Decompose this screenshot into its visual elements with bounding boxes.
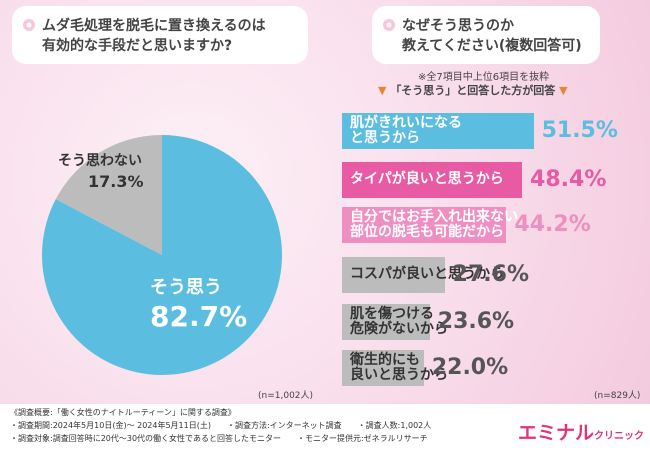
- down-triangle-icon: ▼: [378, 84, 387, 97]
- bar-value-1: 48.4%: [530, 167, 607, 192]
- bar-5: [342, 350, 424, 386]
- flower-icon: [23, 19, 35, 31]
- bar-3: [342, 257, 445, 293]
- pie-slice-yes: [42, 135, 283, 376]
- bar-value-0: 51.5%: [541, 118, 618, 143]
- question-bubble-left: ムダ毛処理を脱毛に置き換えるのは 有効的な手段だと思いますか?: [12, 6, 308, 64]
- pie-pct-no: 17.3%: [88, 172, 144, 191]
- respondent-note: ▼ 「そう思う」と回答した方が回答 ▼: [378, 84, 568, 97]
- bar-label-1: タイパが良いと思うから: [350, 171, 504, 187]
- flower-icon: [383, 19, 395, 31]
- pie-slice-no: [55, 135, 162, 255]
- clinic-logo: エミナルクリニック: [518, 422, 645, 444]
- pie-label-no: そう思わない: [58, 153, 142, 169]
- footer-line-1: 《調査概要:「働く女性のナイトルーティーン」に関する調査》: [10, 408, 236, 417]
- bar-label-0: 肌がきれいになる と思うから: [350, 115, 462, 146]
- question-left-text: ムダ毛処理を脱毛に置き換えるのは 有効的な手段だと思いますか?: [42, 18, 266, 54]
- bar-value-2: 44.2%: [514, 212, 591, 237]
- footer-line-2: ・調査期間:2024年5月10日(金)〜 2024年5月11日(土) ・調査方法…: [10, 421, 432, 430]
- extract-note: ※全7項目中上位6項目を抜粋: [418, 72, 550, 83]
- bar-1: [342, 162, 523, 198]
- bar-value-5: 22.0%: [431, 355, 509, 380]
- down-triangle-icon: ▼: [559, 84, 568, 97]
- survey-footer: 《調査概要:「働く女性のナイトルーティーン」に関する調査》 ・調査期間:2024…: [0, 404, 650, 450]
- question-right-text: なぜそう思うのか 教えてください(複数回答可): [402, 18, 582, 54]
- footer-line-3: ・調査対象:調査回答時に20代〜30代の働く女性であると回答したモニター ・モニ…: [10, 434, 428, 443]
- pie-label-yes: そう思う: [150, 277, 222, 298]
- bar-label-3: コスパが良いと思うから: [350, 266, 504, 282]
- bar-value-3: 27.6%: [452, 262, 529, 287]
- pie-pct-yes: 82.7%: [150, 300, 248, 333]
- bar-value-4: 23.6%: [437, 309, 515, 334]
- bar-0: [342, 113, 534, 149]
- bar-label-4: 肌を傷つける 危険がないから: [350, 306, 448, 337]
- bar-label-5: 衛生的にも 良いと思うから: [350, 352, 448, 383]
- bar-label-2: 自分ではお手入れ出来ない 部位の脱毛も可能だから: [350, 209, 518, 240]
- question-bubble-right: なぜそう思うのか 教えてください(複数回答可): [372, 6, 600, 64]
- bar-4: [342, 304, 430, 340]
- pie-chart: [42, 135, 283, 376]
- bar-2: [342, 207, 507, 243]
- sample-size-right: (n=829人): [594, 391, 641, 401]
- sample-size-left: (n=1,002人): [258, 391, 314, 401]
